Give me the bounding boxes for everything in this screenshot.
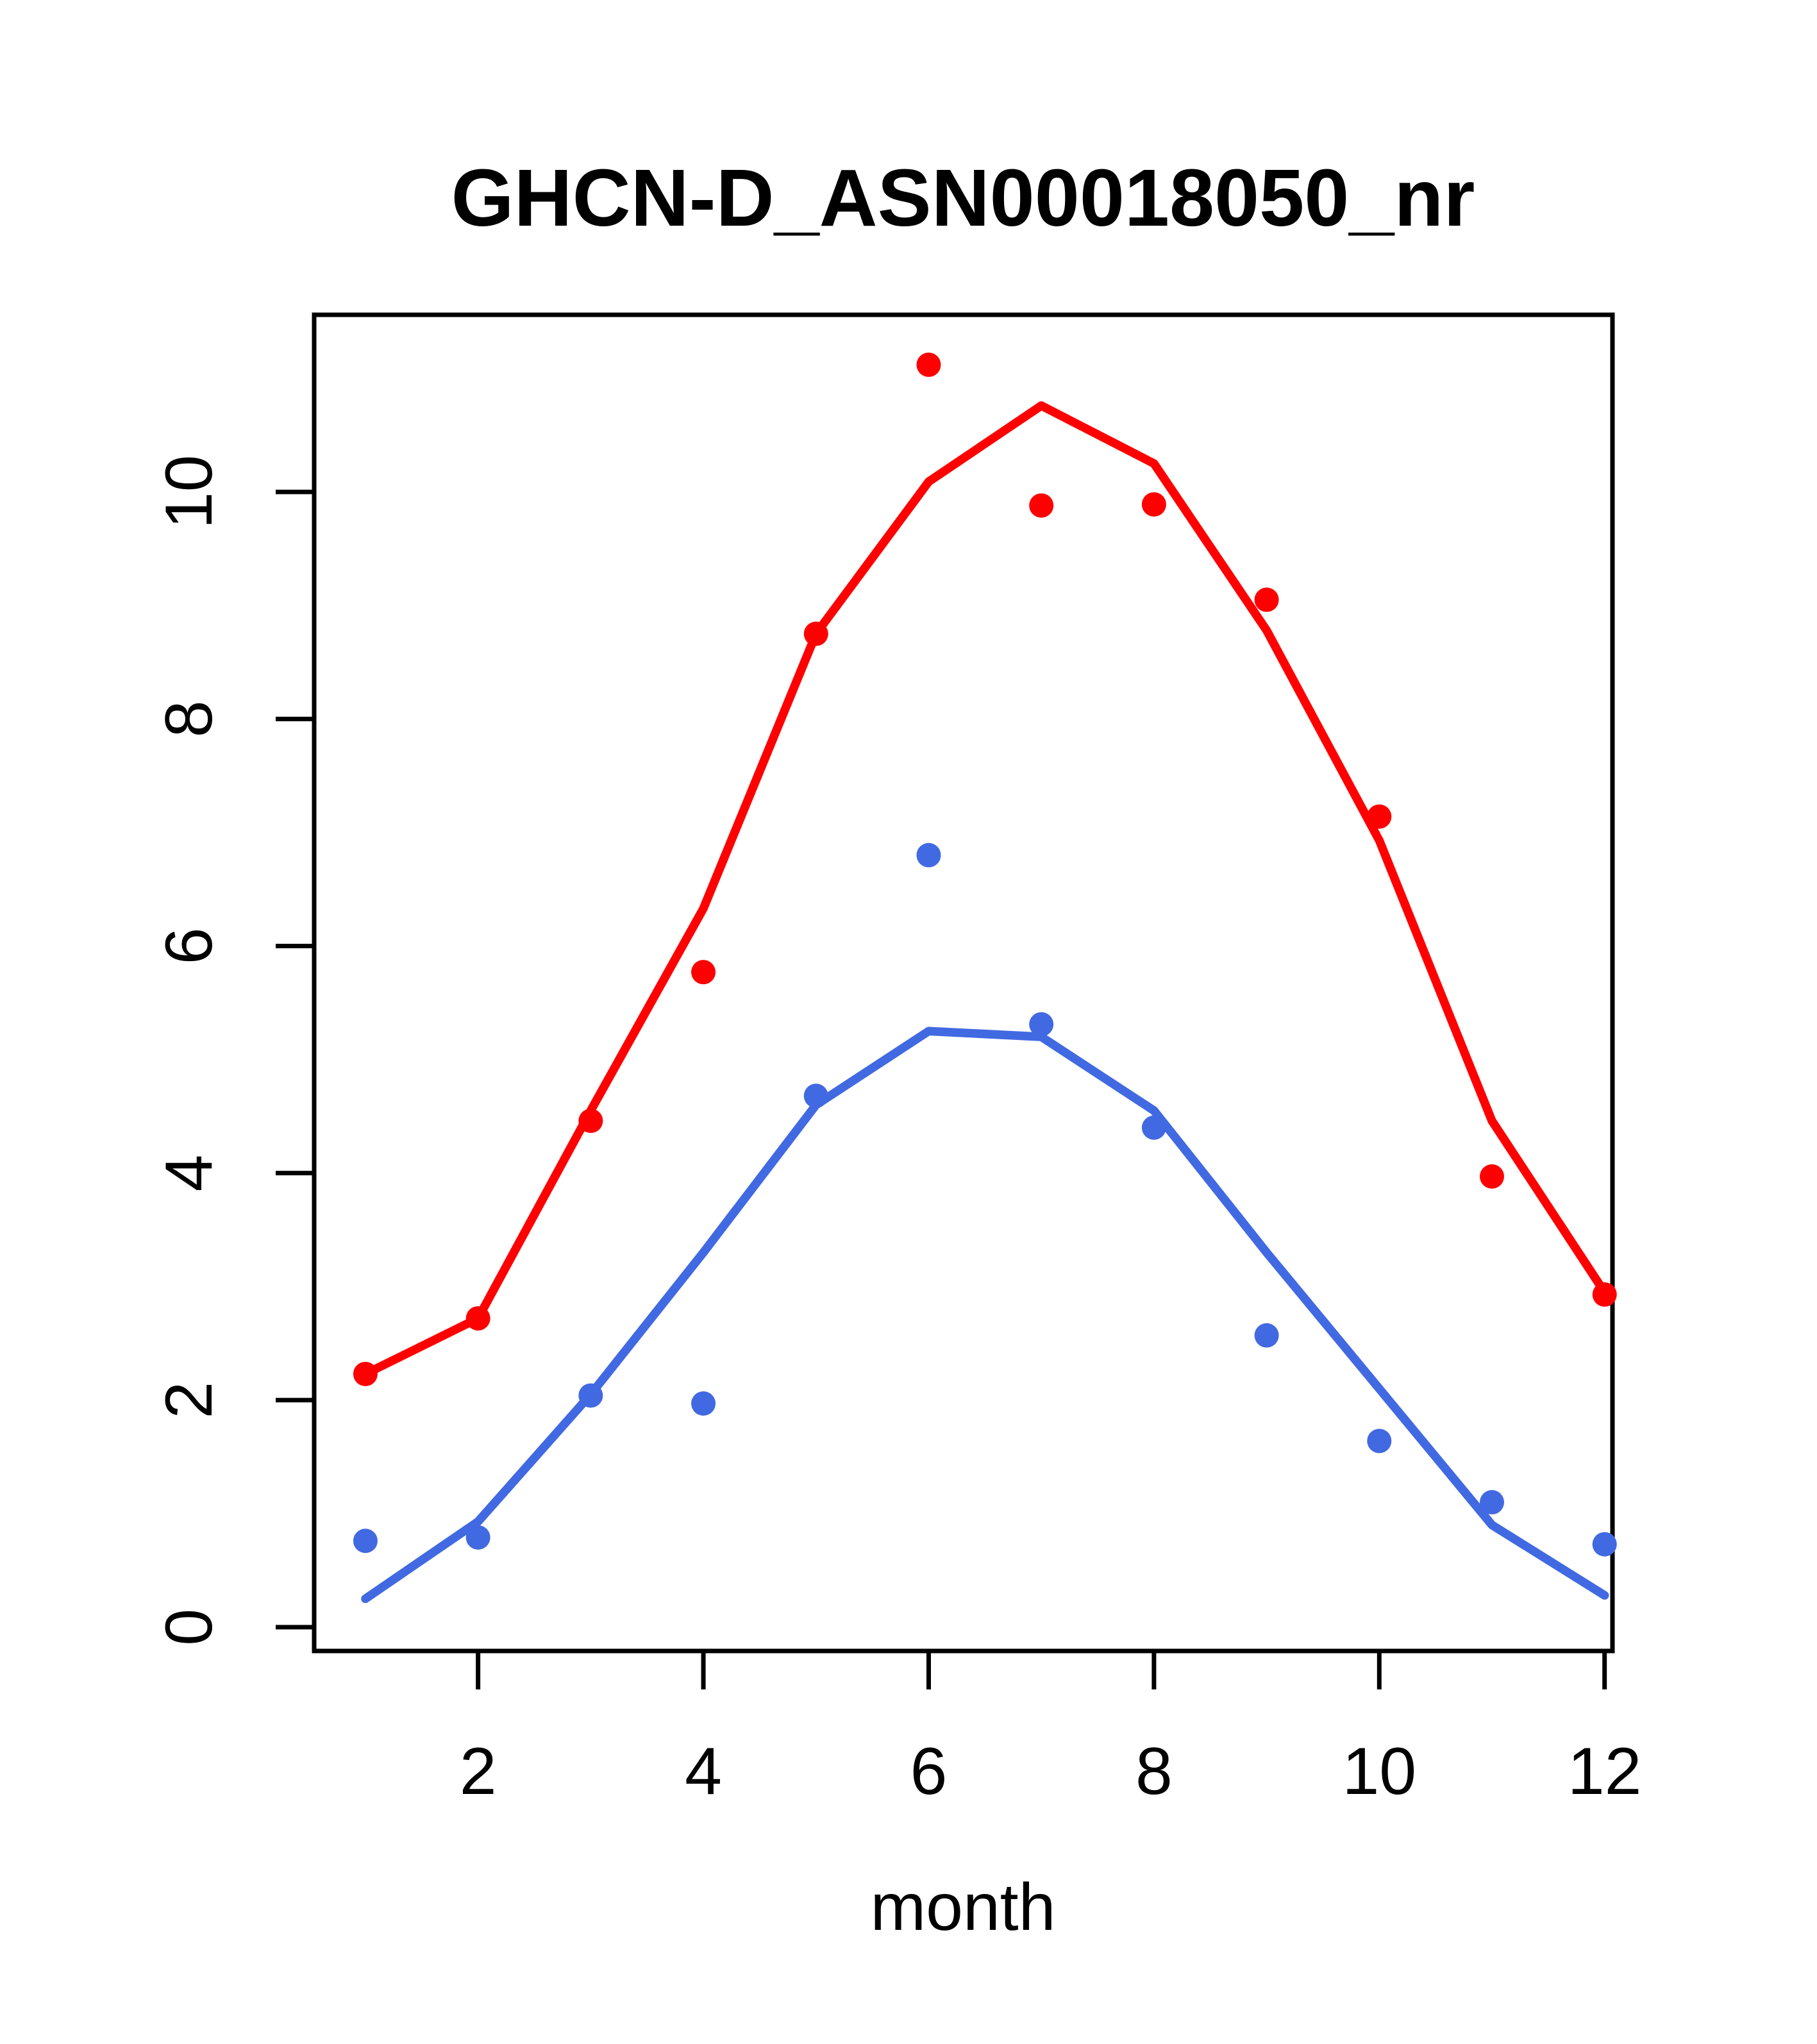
blue-points-dot [353, 1529, 378, 1554]
blue-points-dot [916, 842, 941, 867]
blue-points-dot [1029, 1012, 1054, 1037]
chart-title: GHCN-D_ASN00018050_nr [451, 153, 1475, 243]
y-tick-label: 8 [152, 700, 226, 737]
y-tick-label: 2 [152, 1382, 226, 1419]
series-layer [353, 352, 1617, 1604]
red-points-dot [803, 621, 828, 646]
plot-box [312, 312, 1615, 1654]
x-axis-label: month [870, 1870, 1055, 1945]
blue-points-dot [465, 1525, 490, 1550]
y-tick-label: 10 [152, 455, 226, 529]
red-points-dot [916, 352, 941, 377]
y-tick-label: 4 [152, 1155, 226, 1192]
red-points-dot [691, 960, 716, 985]
red-points-dot [1479, 1164, 1504, 1189]
red-points-dot [1254, 587, 1279, 612]
red-points-dot [465, 1306, 490, 1331]
blue-points-dot [578, 1383, 603, 1408]
y-tick-label: 0 [152, 1609, 226, 1646]
red-points-dot [1029, 493, 1054, 518]
red-points [353, 352, 1617, 1386]
y-tick-label: 6 [152, 928, 226, 965]
blue-points-dot [1254, 1323, 1279, 1348]
x-tick-label: 2 [460, 1734, 497, 1809]
blue-points-dot [1592, 1532, 1617, 1557]
red-points-dot [1592, 1282, 1617, 1307]
blue-points-dot [1141, 1115, 1166, 1140]
x-tick-label: 8 [1135, 1734, 1173, 1809]
blue-points-dot [803, 1084, 828, 1109]
red-points-dot [353, 1361, 378, 1386]
blue-points-dot [1479, 1490, 1504, 1515]
x-tick-label: 10 [1342, 1734, 1416, 1809]
x-tick-label: 4 [685, 1734, 722, 1809]
blue-points [353, 842, 1617, 1557]
x-tick-label: 12 [1568, 1734, 1642, 1809]
blue-points-dot [691, 1391, 716, 1416]
red-points-dot [578, 1109, 603, 1134]
red-points-dot [1141, 492, 1166, 517]
red-points-dot [1367, 804, 1392, 829]
x-tick-label: 6 [910, 1734, 948, 1809]
red-smooth-line [361, 401, 1609, 1378]
blue-smooth-line [361, 1026, 1609, 1604]
axes-layer: 2 4 6 8 10 12 0 2 4 6 8 10 [152, 312, 1642, 1809]
blue-points-dot [1367, 1428, 1392, 1453]
